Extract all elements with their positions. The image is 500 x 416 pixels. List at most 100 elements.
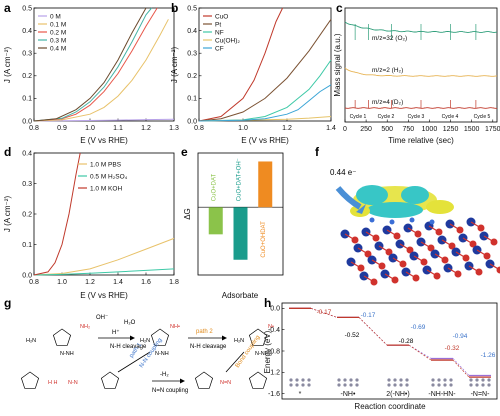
panel-c-xlabel: Time relative (sec)	[388, 136, 454, 145]
panel-b-ytick-label: 0.0	[187, 118, 197, 125]
panel-label-d: d	[4, 145, 11, 159]
panel-a-xtick-label: 0.9	[57, 125, 67, 132]
slab-atom	[307, 378, 310, 381]
panel-d-xtick-label: 1.4	[113, 279, 123, 286]
slab-atom	[487, 378, 490, 381]
panel-a-xlabel: E (V vs RHE)	[80, 136, 128, 145]
panel-c-series-label: m/z=2 (H₂)	[372, 67, 403, 74]
ring-label: N-NH	[155, 351, 169, 357]
slab-atom	[431, 378, 434, 381]
atom-lattice	[341, 218, 500, 286]
panel-h-value-label: -0.32	[445, 345, 460, 352]
panel-d-series-line	[34, 269, 174, 275]
panel-d-ytick-label: 0.3	[22, 181, 32, 188]
slab-atom	[301, 383, 304, 386]
slab-atom	[469, 378, 472, 381]
radical-label: NH•	[170, 324, 180, 330]
panel-d-ytick-label: 0.0	[22, 272, 32, 279]
panel-c-cycle-label: Cycle 3	[408, 114, 425, 120]
panel-b-legend-label: CF	[215, 45, 224, 52]
panel-a-legend-label: 0.1 M	[50, 21, 66, 28]
panel-h-xlabel: Reaction coordinate	[354, 402, 426, 411]
panel-c-xtick-label: 1500	[464, 126, 480, 133]
panel-b-xtick-label: 1.4	[326, 125, 336, 132]
panel-e-bar	[258, 161, 272, 207]
panel-d-xtick-label: 1.6	[141, 279, 151, 286]
oh-text: OH⁻	[96, 315, 108, 321]
panel-e-bar	[209, 207, 223, 234]
panel-h-value-label: -1.26	[481, 352, 496, 359]
amine-label: H₂N	[234, 338, 244, 344]
slab-atom	[449, 378, 452, 381]
panel-a-ytick-label: 0.0	[22, 118, 32, 125]
panel-b-xtick-label: 1.0	[238, 125, 248, 132]
panel-label-b: b	[171, 1, 178, 15]
panel-h-ytick-label: -1.6	[268, 391, 280, 398]
n-atom	[410, 218, 415, 223]
panel-h-value-label: -0.52	[345, 332, 360, 339]
slab-atom	[289, 383, 292, 386]
hydrazo-label: H H	[48, 380, 58, 386]
panel-e-bar-label: CuO+OHDAT	[261, 221, 267, 258]
panel-c-xtick-label: 0	[343, 126, 347, 133]
panel-d-series-line	[34, 238, 174, 275]
panel-label-f: f	[315, 145, 320, 159]
n-h-cleavage-text-2: N-H cleavage	[190, 344, 227, 350]
panel-d-xtick-label: 1.2	[85, 279, 95, 286]
n-n-coupling-text-2: N=N coupling	[152, 388, 188, 394]
amine-label: H₂N	[26, 338, 36, 344]
panel-c-xtick-label: 1250	[443, 126, 459, 133]
panel-a-ytick-label: 0.3	[22, 51, 32, 58]
slab-atom	[387, 383, 390, 386]
slab-atom	[399, 378, 402, 381]
panel-e-ylabel: ΔG	[183, 208, 192, 220]
minus-h2-text: -H₂	[160, 372, 169, 378]
panel-d-ytick-label: 0.1	[22, 242, 32, 249]
slab-atom	[301, 378, 304, 381]
panel-h: h 0.0-0.4-0.8-1.2-1.6*-NH•2(-NH•)-NH-HN-…	[263, 296, 497, 411]
panel-label-e: e	[181, 145, 188, 159]
panel-a-ylabel: J (A cm⁻²)	[3, 47, 12, 84]
panel-b-xtick-label: 0.8	[194, 125, 204, 132]
panel-b-legend-label: CuO	[215, 13, 228, 20]
panel-h-xcat-label: -NH•	[341, 391, 356, 398]
panel-b-ytick-label: 0.1	[187, 96, 197, 103]
triazole-ring	[101, 372, 118, 388]
panel-b-ytick-label: 0.3	[187, 51, 197, 58]
slab-atom	[393, 383, 396, 386]
slab-atom	[355, 378, 358, 381]
amine-label: NH₂	[80, 324, 90, 330]
n-atom	[430, 220, 435, 225]
slab-atom	[295, 378, 298, 381]
panel-b-series-line	[199, 8, 283, 121]
panel-h-connector	[453, 360, 469, 377]
path2-text: path 2	[196, 329, 213, 335]
triazole-ring	[53, 329, 70, 345]
panel-label-a: a	[4, 1, 11, 15]
slab-atom	[487, 383, 490, 386]
h-plus-text: H⁺	[112, 329, 120, 336]
slab-atom	[349, 383, 352, 386]
panel-a-legend-label: 0.3 M	[50, 37, 66, 44]
panel-d-xtick-label: 1.8	[169, 279, 179, 286]
panel-a-xtick-label: 1.2	[141, 125, 151, 132]
panel-h-value-label: -0.17	[317, 309, 332, 316]
panel-c-lines	[345, 22, 497, 108]
panel-c-cycle-label: Cycle 2	[378, 114, 395, 120]
panel-label-c: c	[336, 1, 343, 15]
panel-h-lines: -0.17-0.17-0.52-0.69-0.28-0.94-0.32-1.26	[289, 308, 496, 377]
panel-h-ylabel: Energy (eV)	[263, 330, 272, 373]
slab-atom	[449, 383, 452, 386]
panel-h-ytick-label: 0.0	[270, 306, 280, 313]
slab-atom	[355, 383, 358, 386]
panel-c-xtick-label: 1000	[422, 126, 438, 133]
panel-b-legend-label: NF	[215, 29, 224, 36]
panel-d-legend-label: 1.0 M KOH	[90, 185, 122, 192]
